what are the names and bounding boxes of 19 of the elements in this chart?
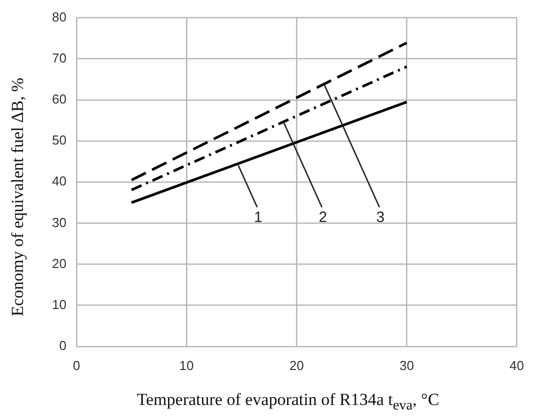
y-axis-title: Economy of equivalent fuel ΔB, % xyxy=(8,78,28,316)
x-tick-label: 20 xyxy=(289,358,304,373)
y-tick-label: 0 xyxy=(59,338,66,353)
x-tick-label: 40 xyxy=(510,358,524,373)
y-tick-label: 20 xyxy=(52,256,66,271)
y-tick-label: 80 xyxy=(52,9,66,24)
y-tick-label: 50 xyxy=(52,132,66,148)
y-tick-label: 70 xyxy=(52,50,66,66)
x-tick-label: 0 xyxy=(72,358,80,373)
annotation: 3 xyxy=(376,208,385,226)
x-tick-label: 10 xyxy=(179,358,194,373)
x-tick-label: 30 xyxy=(399,358,414,373)
x-axis-title: Temperature of evaporatin of R134a t$_{eva}$, °C xyxy=(136,390,440,414)
annotation: 2 xyxy=(318,208,328,226)
annotation: 1 xyxy=(254,208,262,226)
y-tick-label: 10 xyxy=(52,296,66,312)
y-tick-label: 30 xyxy=(52,214,66,230)
y-tick-label: 40 xyxy=(52,174,66,189)
y-tick-label: 60 xyxy=(52,92,66,107)
